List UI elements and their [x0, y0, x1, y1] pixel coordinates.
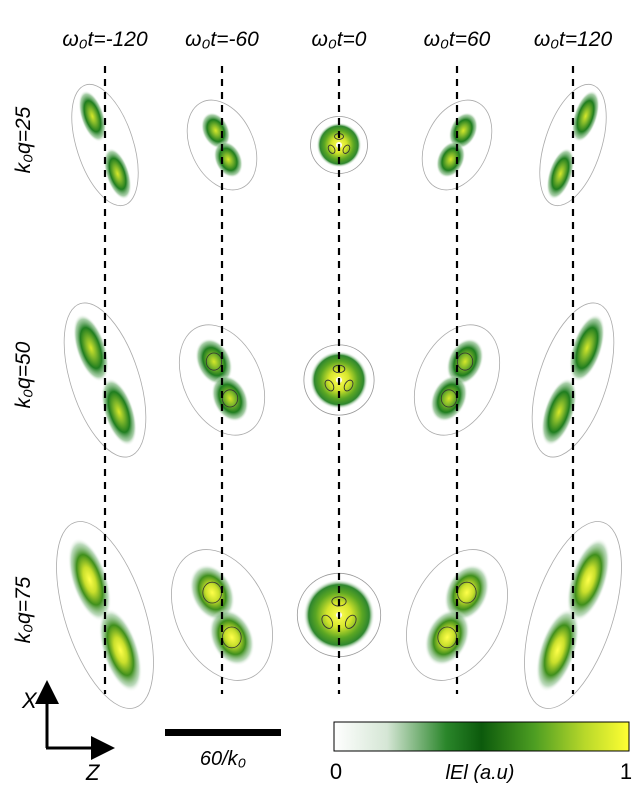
column-label: ω₀t=0: [312, 28, 367, 51]
intensity-lobe: [78, 90, 107, 143]
row-label: k₀q=75: [12, 576, 35, 643]
intensity-lobe: [189, 564, 235, 621]
column-labels: ω₀t=-120 ω₀t=-60 ω₀t=0 ω₀t=60 ω₀t=120: [62, 28, 612, 51]
contour-line: [343, 379, 354, 392]
intensity-lobe: [541, 378, 577, 446]
contour-ring: [186, 99, 258, 191]
contour-ring: [524, 521, 622, 709]
column-label: ω₀t=60: [424, 28, 491, 51]
contour-line: [456, 352, 474, 371]
contour-line: [440, 389, 458, 408]
field-panel: [524, 521, 622, 709]
intensity-lobe: [195, 338, 233, 385]
row-labels: k₀q=25 k₀q=50 k₀q=75: [12, 106, 35, 643]
contour-line: [327, 144, 336, 154]
intensity-lobe: [98, 608, 143, 693]
column-label: ω₀t=-60: [185, 28, 259, 51]
colorbar-gradient: [333, 721, 630, 752]
scale-bar: 60/k₀: [165, 729, 281, 770]
contour-ring: [531, 302, 615, 458]
contour-line: [437, 626, 457, 649]
z-axis-label: Z: [85, 760, 101, 785]
contour-line: [344, 614, 357, 629]
intensity-lobe: [571, 90, 600, 143]
column-label: ω₀t=120: [534, 28, 613, 51]
contour-line: [222, 626, 242, 649]
colorbar-title: lEl (a.u): [446, 762, 515, 784]
intensity-lobe: [101, 378, 137, 446]
intensity-lobe: [103, 147, 132, 200]
intensity-lobe: [446, 338, 484, 385]
intensity-lobe: [535, 608, 580, 693]
colorbar: 0 lEl (a.u) 1: [330, 721, 632, 784]
scale-bar-label: 60/k₀: [200, 748, 246, 770]
contour-ring: [178, 324, 266, 436]
field-panel: [413, 324, 501, 436]
field-panel: [171, 549, 273, 681]
field-panel: [531, 302, 615, 458]
column-label: ω₀t=-120: [62, 28, 148, 51]
axes-indicator: X Z: [21, 680, 115, 785]
intensity-lobe: [209, 609, 255, 666]
intensity-lobe: [211, 375, 249, 422]
contour-ring: [63, 302, 147, 458]
x-axis-label: X: [21, 688, 38, 713]
intensity-lobe: [424, 609, 470, 666]
intensity-lobe: [444, 564, 490, 621]
contour-ring: [413, 324, 501, 436]
colorbar-min-label: 0: [330, 759, 342, 784]
contour-line: [324, 379, 335, 392]
contour-line: [342, 144, 351, 154]
contour-line: [321, 614, 334, 629]
field-panel: [56, 521, 154, 709]
scale-bar-line: [165, 729, 281, 736]
contour-line: [205, 352, 223, 371]
contour-ring: [406, 549, 508, 681]
contour-ring: [539, 83, 607, 207]
intensity-lobe: [73, 314, 109, 382]
field-panels: [56, 83, 622, 709]
field-panel: [63, 302, 147, 458]
intensity-lobe: [430, 375, 468, 422]
field-panel: [71, 83, 139, 207]
field-panel: [178, 324, 266, 436]
contour-ring: [171, 549, 273, 681]
intensity-lobe: [566, 537, 611, 622]
row-label: k₀q=25: [12, 106, 35, 173]
dashed-center-lines: [103, 66, 575, 694]
intensity-lobe: [67, 537, 112, 622]
contour-ring: [56, 521, 154, 709]
contour-ring: [71, 83, 139, 207]
contour-line: [331, 596, 347, 607]
contour-line: [221, 389, 239, 408]
intensity-lobe: [569, 314, 605, 382]
field-panel: [539, 83, 607, 207]
field-panel: [406, 549, 508, 681]
row-label: k₀q=50: [12, 341, 35, 408]
contour-ring: [421, 99, 493, 191]
intensity-lobe: [546, 147, 575, 200]
colorbar-max-label: 1: [620, 759, 632, 784]
